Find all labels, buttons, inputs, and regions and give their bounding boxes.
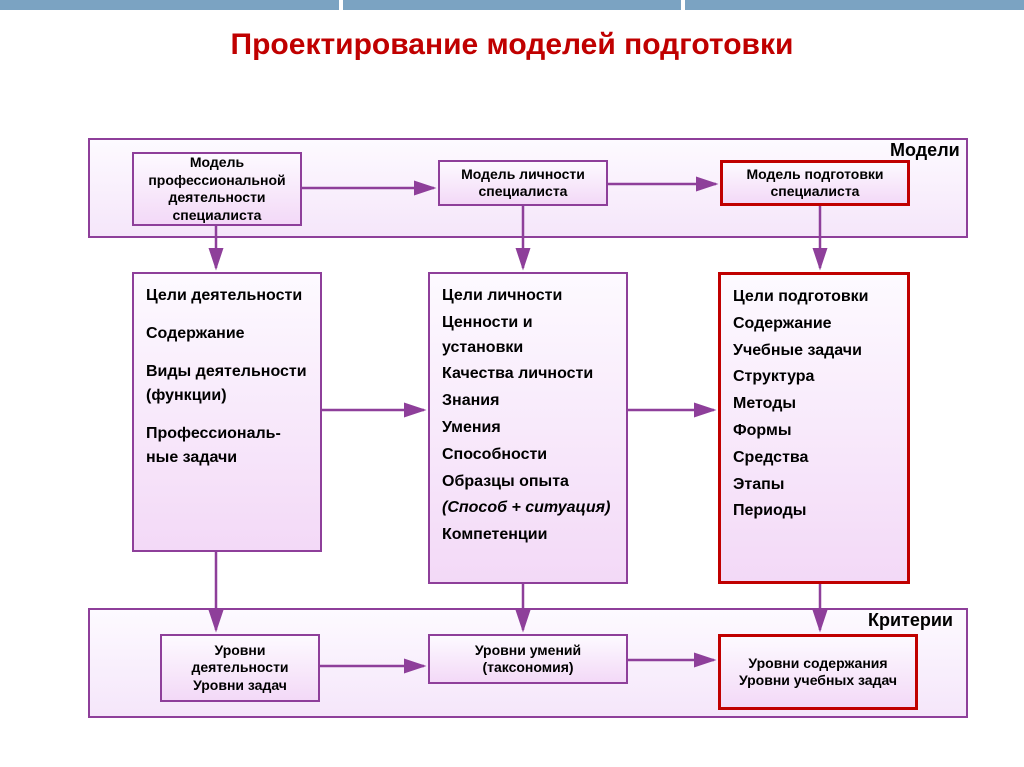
page-title: Проектирование моделей подготовки	[0, 28, 1024, 62]
details-activity: Цели деятельностиСодержаниеВиды деятельн…	[132, 272, 322, 552]
criteria-skill-levels: Уровни умений(таксономия)	[428, 634, 628, 684]
criteria-label: Критерии	[868, 610, 953, 631]
details-personality: Цели личностиЦенности и установкиКачеств…	[428, 272, 628, 584]
models-label: Модели	[890, 140, 960, 161]
criteria-activity-levels: Уровни деятельностиУровни задач	[160, 634, 320, 702]
model-prof-activity: Модельпрофессиональнойдеятельностиспециа…	[132, 152, 302, 226]
criteria-content-levels: Уровни содержанияУровни учебных задач	[718, 634, 918, 710]
model-training: Модель подготовкиспециалиста	[720, 160, 910, 206]
model-personality: Модель личностиспециалиста	[438, 160, 608, 206]
header-accent-bars	[0, 0, 1024, 10]
details-training: Цели подготовкиСодержаниеУчебные задачиС…	[718, 272, 910, 584]
